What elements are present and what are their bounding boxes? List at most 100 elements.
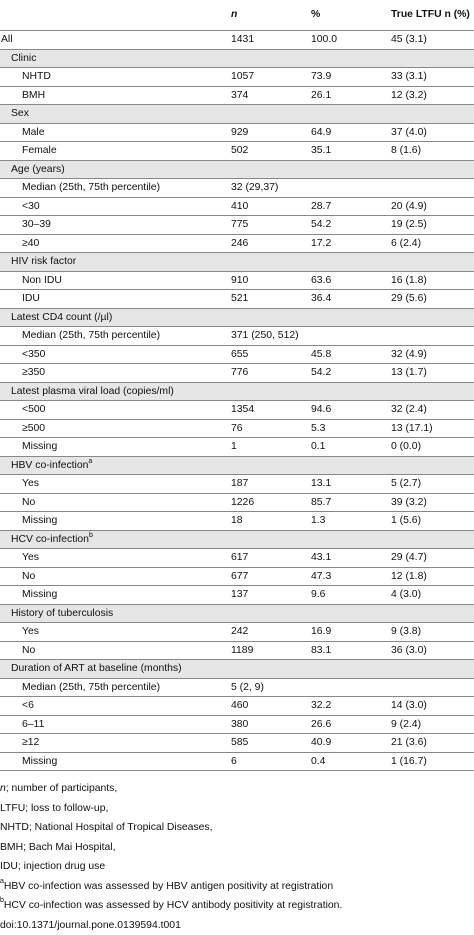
row-percent: 47.3: [310, 567, 390, 586]
row-percent: [310, 327, 390, 346]
footnote-line: IDU; injection drug use: [0, 857, 474, 877]
row-true-ltfu: 33 (3.1): [390, 68, 474, 87]
row-true-ltfu: 13 (17.1): [390, 419, 474, 438]
row-label: ≥500: [0, 419, 230, 438]
row-label-text: ≥500: [22, 423, 45, 434]
row-label-text: Yes: [22, 552, 39, 563]
row-true-ltfu: 14 (3.0): [390, 697, 474, 716]
row-label-text: Non IDU: [22, 275, 62, 286]
row-true-ltfu: 9 (3.8): [390, 623, 474, 642]
row-n: 1189: [230, 641, 310, 660]
header-true-ltfu: True LTFU n (%): [390, 0, 474, 31]
row-percent: [310, 530, 390, 549]
row-true-ltfu: [390, 456, 474, 475]
row-n: 374: [230, 86, 310, 105]
row-percent: 54.2: [310, 216, 390, 235]
row-percent: 54.2: [310, 364, 390, 383]
row-label-text: Missing: [22, 756, 57, 767]
row-percent: 26.1: [310, 86, 390, 105]
footnote-text: NHTD; National Hospital of Tropical Dise…: [0, 822, 213, 833]
row-true-ltfu: [390, 382, 474, 401]
row-label-text: HIV risk factor: [11, 256, 76, 267]
row-n: 585: [230, 734, 310, 753]
row-n: 460: [230, 697, 310, 716]
row-label-text: Clinic: [11, 53, 36, 64]
row-percent: [310, 308, 390, 327]
row-label: Duration of ART at baseline (months): [0, 660, 230, 679]
row-true-ltfu: [390, 105, 474, 124]
row-true-ltfu: 6 (2.4): [390, 234, 474, 253]
row-label: <500: [0, 401, 230, 420]
row-true-ltfu: 12 (1.8): [390, 567, 474, 586]
row-n: 1354: [230, 401, 310, 420]
row-true-ltfu: 12 (3.2): [390, 86, 474, 105]
row-n: [230, 382, 310, 401]
row-true-ltfu: 37 (4.0): [390, 123, 474, 142]
row-label: Missing: [0, 752, 230, 771]
row-label: Median (25th, 75th percentile): [0, 678, 230, 697]
row-percent: 43.1: [310, 549, 390, 568]
row-true-ltfu: 36 (3.0): [390, 641, 474, 660]
row-percent: [310, 660, 390, 679]
row-true-ltfu: 19 (2.5): [390, 216, 474, 235]
table-row: Median (25th, 75th percentile)32 (29,37): [0, 179, 474, 198]
footnote-line: bHCV co-infection was assessed by HCV an…: [0, 896, 474, 916]
row-n: [230, 105, 310, 124]
row-percent: 85.7: [310, 493, 390, 512]
row-percent: 36.4: [310, 290, 390, 309]
table-row: Duration of ART at baseline (months): [0, 660, 474, 679]
row-n: [230, 660, 310, 679]
row-n: 6: [230, 752, 310, 771]
row-n: 1057: [230, 68, 310, 87]
row-label: Non IDU: [0, 271, 230, 290]
row-percent: 45.8: [310, 345, 390, 364]
footnote-marker: b: [0, 897, 4, 904]
row-label-text: History of tuberculosis: [11, 608, 113, 619]
table-row: Median (25th, 75th percentile)371 (250, …: [0, 327, 474, 346]
row-percent: 0.1: [310, 438, 390, 457]
row-n: 617: [230, 549, 310, 568]
footnote-text: HBV co-infection was assessed by HBV ant…: [4, 881, 333, 892]
row-label: ≥40: [0, 234, 230, 253]
row-true-ltfu: [390, 253, 474, 272]
row-label-text: <350: [22, 349, 45, 360]
row-true-ltfu: 5 (2.7): [390, 475, 474, 494]
row-true-ltfu: 32 (2.4): [390, 401, 474, 420]
row-n: 776: [230, 364, 310, 383]
header-n: n: [230, 0, 310, 31]
row-label-text: Latest CD4 count (/µl): [11, 312, 112, 323]
row-n: 521: [230, 290, 310, 309]
row-label-text: Yes: [22, 626, 39, 637]
row-label: Clinic: [0, 49, 230, 68]
row-label: 30–39: [0, 216, 230, 235]
row-label-text: IDU: [22, 293, 40, 304]
row-percent: [310, 179, 390, 198]
row-true-ltfu: [390, 604, 474, 623]
row-n: 929: [230, 123, 310, 142]
table-row: HCV co-infectionb: [0, 530, 474, 549]
row-label-text: ≥12: [22, 737, 39, 748]
row-percent: 1.3: [310, 512, 390, 531]
row-n: 380: [230, 715, 310, 734]
row-label: HBV co-infectiona: [0, 456, 230, 475]
row-label: Female: [0, 142, 230, 161]
row-n: 775: [230, 216, 310, 235]
row-n: 5 (2, 9): [230, 678, 310, 697]
row-label-text: <30: [22, 201, 40, 212]
row-true-ltfu: 1 (5.6): [390, 512, 474, 531]
row-percent: 73.9: [310, 68, 390, 87]
row-label: Yes: [0, 549, 230, 568]
row-true-ltfu: 13 (1.7): [390, 364, 474, 383]
row-label: Sex: [0, 105, 230, 124]
row-n: 371 (250, 512): [230, 327, 310, 346]
row-n: 910: [230, 271, 310, 290]
